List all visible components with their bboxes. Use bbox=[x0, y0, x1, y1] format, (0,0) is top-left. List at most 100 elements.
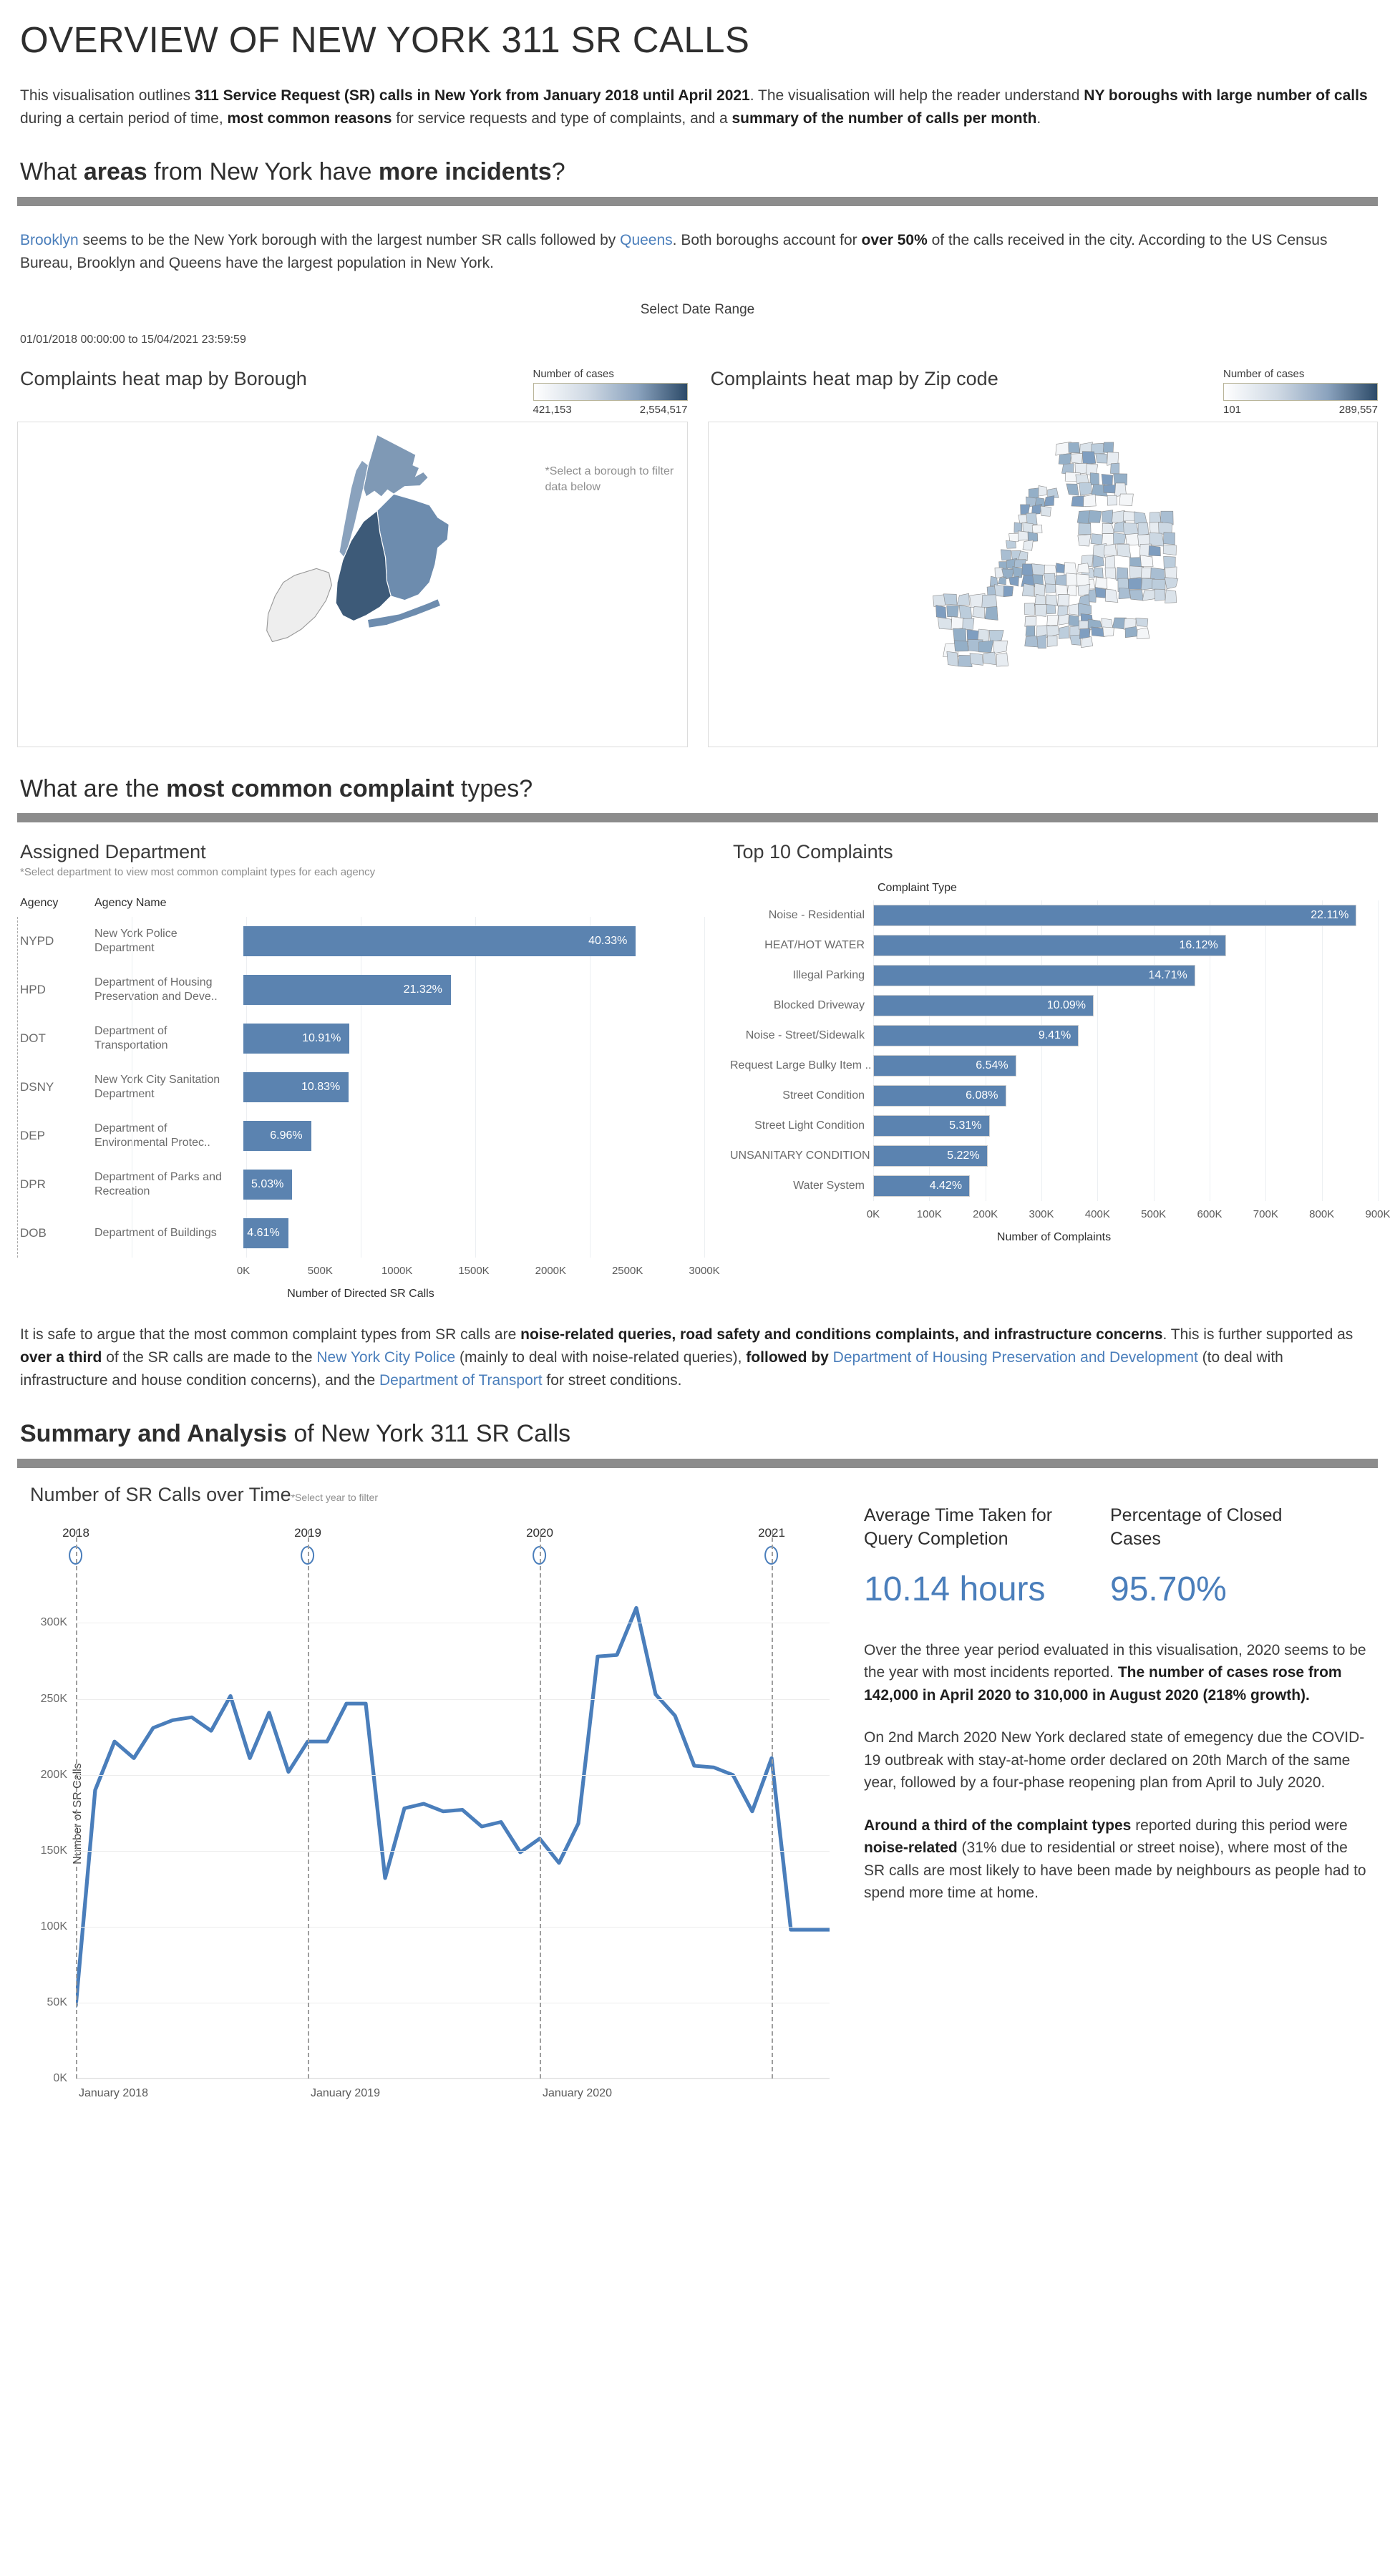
zipcode-area[interactable] bbox=[956, 593, 970, 606]
zipcode-area[interactable] bbox=[1148, 545, 1161, 556]
borough-shape-bronx[interactable] bbox=[363, 434, 429, 497]
complaint-bar[interactable]: 16.12% bbox=[873, 935, 1226, 957]
zipcode-area[interactable] bbox=[1129, 589, 1144, 601]
zipcode-area[interactable] bbox=[1077, 583, 1090, 596]
zipcode-area[interactable] bbox=[1069, 634, 1081, 646]
zipcode-area[interactable] bbox=[1092, 543, 1107, 558]
zipcode-area[interactable] bbox=[943, 593, 957, 605]
zipcode-area[interactable] bbox=[1164, 588, 1177, 603]
agency-row[interactable]: DOB Department of Buildings 4.61% bbox=[17, 1209, 704, 1258]
zipcode-area[interactable] bbox=[1067, 442, 1080, 453]
borough-shape-staten-island[interactable] bbox=[266, 568, 332, 642]
zipcode-area[interactable] bbox=[969, 652, 983, 666]
complaint-bar[interactable]: 5.22% bbox=[873, 1145, 988, 1167]
zipcode-area[interactable] bbox=[1046, 635, 1057, 647]
zipcode-area[interactable] bbox=[1076, 562, 1089, 573]
zipcode-area[interactable] bbox=[932, 593, 946, 607]
zipcode-area[interactable] bbox=[1024, 616, 1036, 626]
zipcode-area[interactable] bbox=[1031, 563, 1046, 575]
zipcode-area[interactable] bbox=[1112, 473, 1127, 485]
zipcode-area[interactable] bbox=[1136, 627, 1149, 639]
zipcode-area[interactable] bbox=[946, 651, 958, 666]
complaint-row[interactable]: Noise - Residential 22.11% bbox=[730, 900, 1379, 931]
zipcode-area[interactable] bbox=[1162, 531, 1175, 545]
zipcode-area[interactable] bbox=[996, 652, 1008, 666]
zipcode-area[interactable] bbox=[1112, 532, 1126, 545]
agency-bar[interactable]: 10.91% bbox=[243, 1024, 350, 1054]
zipcode-area[interactable] bbox=[1022, 539, 1034, 551]
zipcode-area[interactable] bbox=[1012, 565, 1023, 578]
zipcode-area[interactable] bbox=[1036, 633, 1046, 648]
zipcode-area[interactable] bbox=[1045, 583, 1056, 593]
complaint-bar[interactable]: 6.54% bbox=[873, 1055, 1016, 1077]
zipcode-area[interactable] bbox=[1090, 442, 1104, 454]
borough-shape-manhattan[interactable] bbox=[339, 459, 369, 558]
zipcode-area[interactable] bbox=[1154, 588, 1165, 601]
zipcode-area[interactable] bbox=[1017, 530, 1029, 541]
year-radio-icon[interactable] bbox=[764, 1545, 779, 1565]
year-filter-2019[interactable]: 2019 bbox=[294, 1526, 321, 1565]
zipcode-area[interactable] bbox=[1005, 540, 1016, 549]
zipcode-area[interactable] bbox=[968, 593, 985, 608]
zipcode-area[interactable] bbox=[953, 639, 968, 651]
zipcode-area[interactable] bbox=[1028, 487, 1039, 499]
zipcode-area[interactable] bbox=[1025, 625, 1035, 637]
zipcode-area[interactable] bbox=[1119, 493, 1134, 506]
zipcode-area[interactable] bbox=[1089, 472, 1099, 485]
zipcode-area[interactable] bbox=[1076, 533, 1091, 546]
zipcode-area[interactable] bbox=[1038, 485, 1047, 496]
zipcode-area[interactable] bbox=[1000, 549, 1011, 560]
complaint-bar[interactable]: 5.31% bbox=[873, 1115, 990, 1137]
year-radio-icon[interactable] bbox=[69, 1545, 83, 1565]
zipcode-area[interactable] bbox=[1140, 567, 1152, 578]
borough-shape-rockaway[interactable] bbox=[366, 598, 442, 628]
zipcode-area[interactable] bbox=[961, 618, 974, 630]
zipcode-area[interactable] bbox=[1142, 589, 1156, 601]
zipcode-area[interactable] bbox=[958, 604, 972, 619]
zipcode-map-canvas[interactable] bbox=[707, 421, 1378, 747]
zipcode-area[interactable] bbox=[1017, 550, 1028, 561]
zipcode-area[interactable] bbox=[1139, 554, 1153, 567]
agency-bar[interactable]: 6.96% bbox=[243, 1121, 311, 1152]
agency-row[interactable]: DPR Department of Parks and Recreation 5.0… bbox=[17, 1160, 704, 1209]
agency-bar[interactable]: 4.61% bbox=[243, 1218, 288, 1249]
zipcode-area[interactable] bbox=[1046, 487, 1059, 498]
complaint-bar[interactable]: 6.08% bbox=[873, 1085, 1006, 1107]
complaint-bar[interactable]: 9.41% bbox=[873, 1025, 1079, 1047]
zipcode-area[interactable] bbox=[1021, 583, 1034, 596]
zipcode-area[interactable] bbox=[1027, 531, 1038, 542]
zipcode-area[interactable] bbox=[1104, 567, 1116, 580]
zipcode-area[interactable] bbox=[1024, 602, 1035, 616]
zipcode-area[interactable] bbox=[1151, 578, 1165, 591]
zipcode-area[interactable] bbox=[1077, 603, 1092, 616]
zipcode-area[interactable] bbox=[1134, 617, 1148, 627]
complaint-bar[interactable]: 14.71% bbox=[873, 965, 1195, 987]
zipcode-area[interactable] bbox=[1092, 554, 1104, 568]
zipcode-area[interactable] bbox=[1070, 452, 1083, 464]
zipcode-area[interactable] bbox=[988, 629, 1004, 642]
complaint-row[interactable]: Request Large Bulky Item .. 6.54% bbox=[730, 1051, 1379, 1082]
zipcode-area[interactable] bbox=[1034, 603, 1047, 617]
zipcode-area[interactable] bbox=[1008, 575, 1019, 586]
year-radio-icon[interactable] bbox=[301, 1545, 315, 1565]
date-range-filter[interactable]: Select Date Range 01/01/2018 00:00:00 to… bbox=[17, 302, 1378, 358]
zipcode-area[interactable] bbox=[1091, 626, 1104, 637]
zipcode-area[interactable] bbox=[937, 616, 952, 630]
zipcode-area[interactable] bbox=[1031, 524, 1042, 533]
zipcode-area[interactable] bbox=[1094, 452, 1108, 463]
zipcode-area[interactable] bbox=[1046, 614, 1059, 626]
complaint-row[interactable]: Blocked Driveway 10.09% bbox=[730, 991, 1379, 1021]
zipcode-area[interactable] bbox=[1103, 543, 1117, 556]
agency-bar[interactable]: 5.03% bbox=[243, 1170, 293, 1200]
date-range-value[interactable]: 01/01/2018 00:00:00 to 15/04/2021 23:59:… bbox=[20, 333, 246, 346]
zipcode-area[interactable] bbox=[1025, 512, 1037, 525]
link-hpd[interactable]: Department of Housing Preservation and D… bbox=[832, 1349, 1198, 1366]
zipcode-area[interactable] bbox=[1094, 576, 1107, 589]
zipcode-area[interactable] bbox=[1116, 543, 1131, 558]
zipcode-area[interactable] bbox=[1094, 586, 1107, 598]
borough-map-canvas[interactable]: *Select a borough to filter data below bbox=[17, 421, 688, 747]
zipcode-area[interactable] bbox=[1031, 503, 1042, 515]
zipcode-area[interactable] bbox=[1065, 572, 1078, 587]
agency-bar[interactable]: 40.33% bbox=[243, 926, 636, 957]
complaint-row[interactable]: HEAT/HOT WATER 16.12% bbox=[730, 930, 1379, 961]
